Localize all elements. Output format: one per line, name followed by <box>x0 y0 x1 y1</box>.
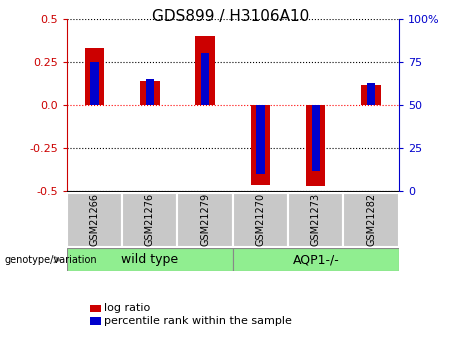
Text: GSM21270: GSM21270 <box>255 194 266 246</box>
Text: GDS899 / H3106A10: GDS899 / H3106A10 <box>152 9 309 23</box>
Text: wild type: wild type <box>121 253 178 266</box>
Bar <box>85 48 104 105</box>
Bar <box>146 79 154 105</box>
Bar <box>122 193 177 247</box>
Bar <box>90 62 99 105</box>
Text: AQP1-/-: AQP1-/- <box>292 253 339 266</box>
Text: GSM21276: GSM21276 <box>145 194 155 246</box>
Bar <box>90 305 101 312</box>
Bar <box>288 193 343 247</box>
Text: GSM21279: GSM21279 <box>200 194 210 246</box>
Bar <box>306 105 325 186</box>
Bar <box>201 53 209 105</box>
Text: log ratio: log ratio <box>104 304 150 313</box>
Text: GSM21266: GSM21266 <box>89 194 100 246</box>
Bar <box>177 193 233 247</box>
Bar <box>90 317 101 325</box>
Bar <box>312 105 320 171</box>
Bar <box>367 83 375 105</box>
Bar <box>256 105 265 174</box>
Bar <box>195 36 215 105</box>
Bar <box>67 193 122 247</box>
Bar <box>140 81 160 105</box>
Bar <box>361 85 381 105</box>
Bar <box>233 248 399 271</box>
Text: GSM21282: GSM21282 <box>366 194 376 246</box>
Bar <box>233 193 288 247</box>
Text: genotype/variation: genotype/variation <box>5 255 97 265</box>
Text: percentile rank within the sample: percentile rank within the sample <box>104 316 292 326</box>
Bar <box>251 105 270 185</box>
Text: GSM21273: GSM21273 <box>311 194 321 246</box>
Bar <box>343 193 399 247</box>
Bar <box>67 248 233 271</box>
